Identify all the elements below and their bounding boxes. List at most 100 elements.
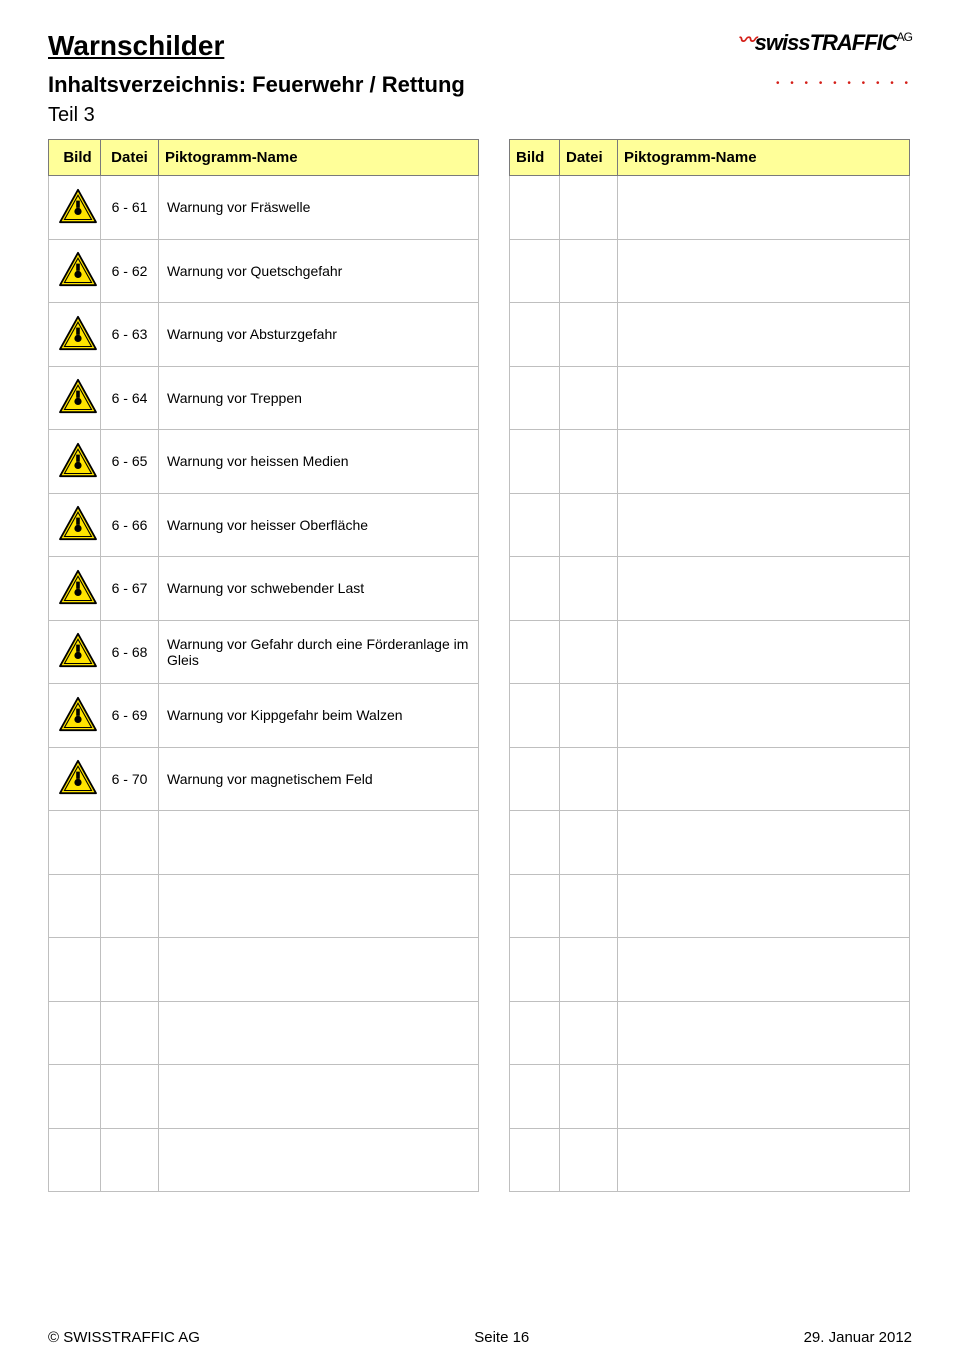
cell-bild [510, 493, 560, 557]
cell-name: Warnung vor Gefahr durch eine Förderanla… [159, 620, 479, 684]
table-row: 6 - 61Warnung vor Fräswelle [49, 176, 479, 240]
cell-datei [101, 938, 159, 1002]
cell-bild [510, 430, 560, 494]
cell-datei [560, 620, 618, 684]
warning-triangle-icon [58, 782, 98, 798]
cell-datei [560, 1065, 618, 1129]
cell-bild [49, 874, 101, 938]
cell-datei: 6 - 69 [101, 684, 159, 748]
cell-bild [510, 1128, 560, 1192]
table-row: 6 - 67Warnung vor schwebender Last [49, 557, 479, 621]
page-title: Warnschilder [48, 30, 465, 62]
table-row [49, 1128, 479, 1192]
table-row [510, 684, 910, 748]
cell-name: Warnung vor Kippgefahr beim Walzen [159, 684, 479, 748]
cell-name [618, 493, 910, 557]
cell-bild [49, 811, 101, 875]
page-part: Teil 3 [48, 104, 465, 127]
cell-datei [560, 747, 618, 811]
table-row: 6 - 63Warnung vor Absturzgefahr [49, 303, 479, 367]
right-table: Bild Datei Piktogramm-Name [509, 139, 910, 1192]
cell-datei [101, 1001, 159, 1065]
cell-datei [560, 176, 618, 240]
page-footer: © SWISSTRAFFIC AG Seite 16 29. Januar 20… [48, 1329, 912, 1346]
cell-datei: 6 - 66 [101, 493, 159, 557]
cell-datei [101, 1128, 159, 1192]
cell-name: Warnung vor Treppen [159, 366, 479, 430]
cell-datei: 6 - 68 [101, 620, 159, 684]
cell-datei [560, 239, 618, 303]
cell-name [618, 430, 910, 494]
cell-datei [560, 366, 618, 430]
cell-name [159, 1001, 479, 1065]
cell-datei [101, 1065, 159, 1129]
cell-bild [510, 1001, 560, 1065]
cell-name [618, 557, 910, 621]
cell-name [618, 1001, 910, 1065]
table-row [510, 620, 910, 684]
table-row: 6 - 69Warnung vor Kippgefahr beim Walzen [49, 684, 479, 748]
warning-triangle-icon [58, 592, 98, 608]
table-row [510, 874, 910, 938]
cell-bild [510, 366, 560, 430]
table-row [510, 1065, 910, 1129]
table-row: 6 - 70Warnung vor magnetischem Feld [49, 747, 479, 811]
cell-name: Warnung vor schwebender Last [159, 557, 479, 621]
cell-datei: 6 - 61 [101, 176, 159, 240]
warning-triangle-icon [58, 338, 98, 354]
brand-logo: 〰swissTRAFFICAG • • • • • • • • • • [738, 30, 912, 89]
cell-bild [49, 1128, 101, 1192]
logo-text-suffix: AG [897, 30, 912, 44]
table-row [510, 1001, 910, 1065]
cell-name [618, 303, 910, 367]
cell-datei [560, 811, 618, 875]
table-row [510, 239, 910, 303]
cell-bild [49, 1065, 101, 1129]
warning-triangle-icon [58, 274, 98, 290]
warning-triangle-icon [58, 465, 98, 481]
cell-name [618, 1065, 910, 1129]
table-row [510, 938, 910, 1002]
table-row [510, 811, 910, 875]
col-header-datei: Datei [101, 140, 159, 176]
cell-datei: 6 - 65 [101, 430, 159, 494]
cell-name [159, 1128, 479, 1192]
table-row [510, 430, 910, 494]
warning-triangle-icon [58, 211, 98, 227]
footer-left: © SWISSTRAFFIC AG [48, 1329, 200, 1346]
cell-name [618, 620, 910, 684]
cell-bild [49, 366, 101, 430]
table-row [510, 493, 910, 557]
col-header-name: Piktogramm-Name [618, 140, 910, 176]
table-row: 6 - 62Warnung vor Quetschgefahr [49, 239, 479, 303]
cell-datei [101, 874, 159, 938]
cell-bild [49, 1001, 101, 1065]
table-row [49, 1065, 479, 1129]
cell-bild [49, 938, 101, 1002]
table-row [510, 176, 910, 240]
cell-bild [49, 557, 101, 621]
col-header-bild: Bild [510, 140, 560, 176]
cell-bild [510, 176, 560, 240]
tables-container: Bild Datei Piktogramm-Name 6 - 61Warnung… [48, 139, 912, 1192]
cell-name: Warnung vor Fräswelle [159, 176, 479, 240]
cell-bild [510, 747, 560, 811]
logo-text-traffic: TRAFFIC [810, 30, 897, 55]
cell-name [618, 811, 910, 875]
table-header-row: Bild Datei Piktogramm-Name [510, 140, 910, 176]
cell-bild [49, 239, 101, 303]
table-row [510, 303, 910, 367]
cell-name [159, 811, 479, 875]
cell-datei [560, 1128, 618, 1192]
page-subtitle: Inhaltsverzeichnis: Feuerwehr / Rettung [48, 72, 465, 98]
cell-datei [101, 811, 159, 875]
col-header-datei: Datei [560, 140, 618, 176]
warning-triangle-icon [58, 528, 98, 544]
cell-name [618, 938, 910, 1002]
cell-datei [560, 557, 618, 621]
cell-bild [49, 684, 101, 748]
logo-dots-icon: • • • • • • • • • • [738, 78, 912, 89]
table-row [49, 811, 479, 875]
cell-datei [560, 493, 618, 557]
cell-bild [510, 1065, 560, 1129]
